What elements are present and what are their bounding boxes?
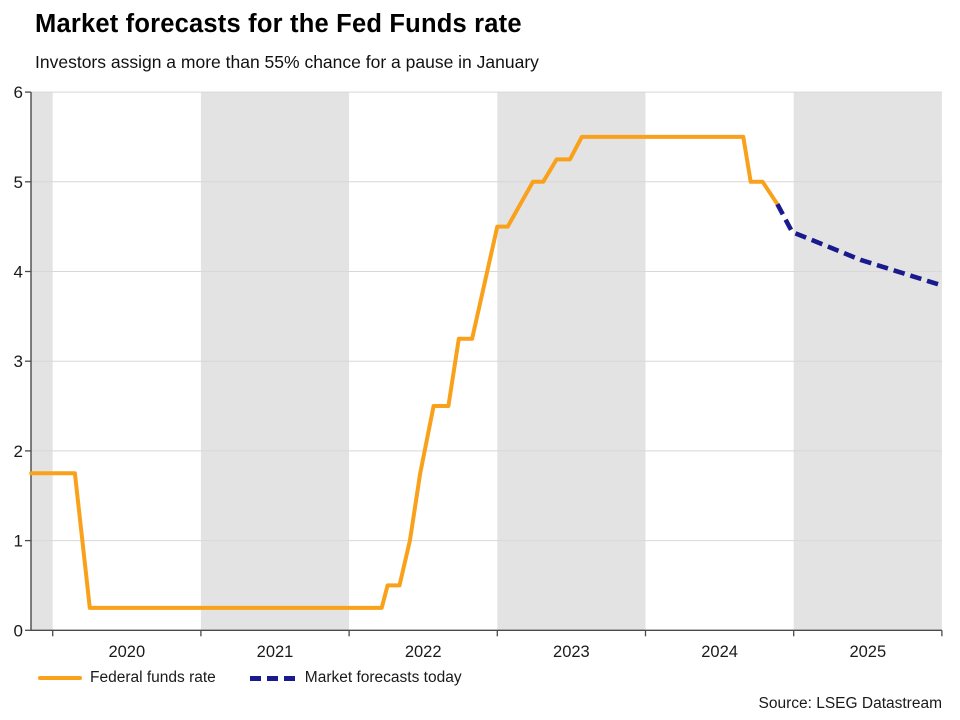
legend-label-federal-funds-rate: Federal funds rate: [90, 669, 216, 686]
chart-title: Market forecasts for the Fed Funds rate: [35, 10, 522, 38]
y-axis-label: 6: [14, 83, 23, 102]
y-axis-label: 5: [14, 173, 23, 192]
y-axis-label: 0: [14, 621, 23, 640]
y-axis-label: 4: [14, 263, 23, 282]
chart-legend: Federal funds rate Market forecasts toda…: [38, 669, 462, 687]
chart-subtitle: Investors assign a more than 55% chance …: [35, 52, 539, 72]
legend-label-market-forecasts-today: Market forecasts today: [304, 669, 462, 686]
x-axis-label: 2021: [257, 643, 294, 661]
market-forecasts-line: [775, 203, 942, 288]
federal-funds-line-swatch: [38, 675, 82, 681]
x-axis-label: 2025: [849, 643, 886, 661]
federal-funds-line: [29, 134, 780, 610]
y-axis-label: 3: [14, 352, 23, 371]
legend-item-market-forecasts-today: Market forecasts today: [249, 669, 462, 687]
market-forecasts-line-swatch: [249, 675, 297, 681]
x-axis-label: 2023: [553, 643, 590, 661]
y-axis-label: 1: [14, 532, 23, 551]
x-axis-label: 2020: [108, 643, 145, 661]
legend-item-federal-funds-rate: Federal funds rate: [38, 669, 216, 687]
source-note: Source: LSEG Datastream: [758, 695, 943, 712]
x-axis-label: 2024: [701, 643, 738, 661]
y-axis-label: 2: [14, 442, 23, 461]
x-axis-label: 2022: [405, 643, 442, 661]
